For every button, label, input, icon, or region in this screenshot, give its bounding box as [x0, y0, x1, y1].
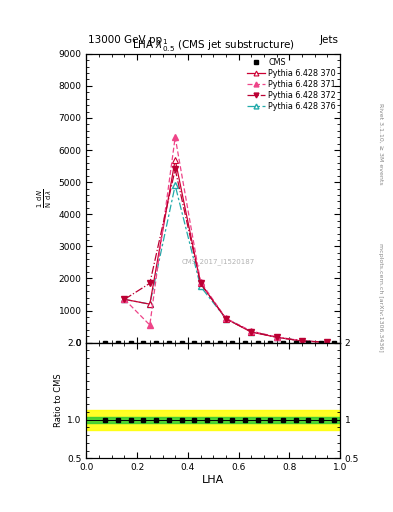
X-axis label: LHA: LHA [202, 475, 224, 485]
Bar [86, 410, 340, 430]
Text: mcplots.cern.ch [arXiv:1306.3436]: mcplots.cern.ch [arXiv:1306.3436] [378, 243, 383, 351]
Text: 13000 GeV pp: 13000 GeV pp [88, 35, 163, 45]
Title: LHA $\lambda^{1}_{0.5}$ (CMS jet substructure): LHA $\lambda^{1}_{0.5}$ (CMS jet substru… [132, 37, 295, 54]
Text: Jets: Jets [320, 35, 339, 45]
Text: Rivet 3.1.10, ≥ 3M events: Rivet 3.1.10, ≥ 3M events [378, 102, 383, 184]
Y-axis label: Ratio to CMS: Ratio to CMS [54, 374, 63, 428]
Y-axis label: $\frac{1}{\mathrm{N}}\,\frac{\mathrm{d}N}{\mathrm{d}\lambda}$: $\frac{1}{\mathrm{N}}\,\frac{\mathrm{d}N… [36, 188, 55, 208]
Legend: CMS, Pythia 6.428 370, Pythia 6.428 371, Pythia 6.428 372, Pythia 6.428 376: CMS, Pythia 6.428 370, Pythia 6.428 371,… [246, 56, 338, 113]
Bar [86, 417, 340, 423]
Text: CMS_2017_I1520187: CMS_2017_I1520187 [182, 259, 255, 265]
